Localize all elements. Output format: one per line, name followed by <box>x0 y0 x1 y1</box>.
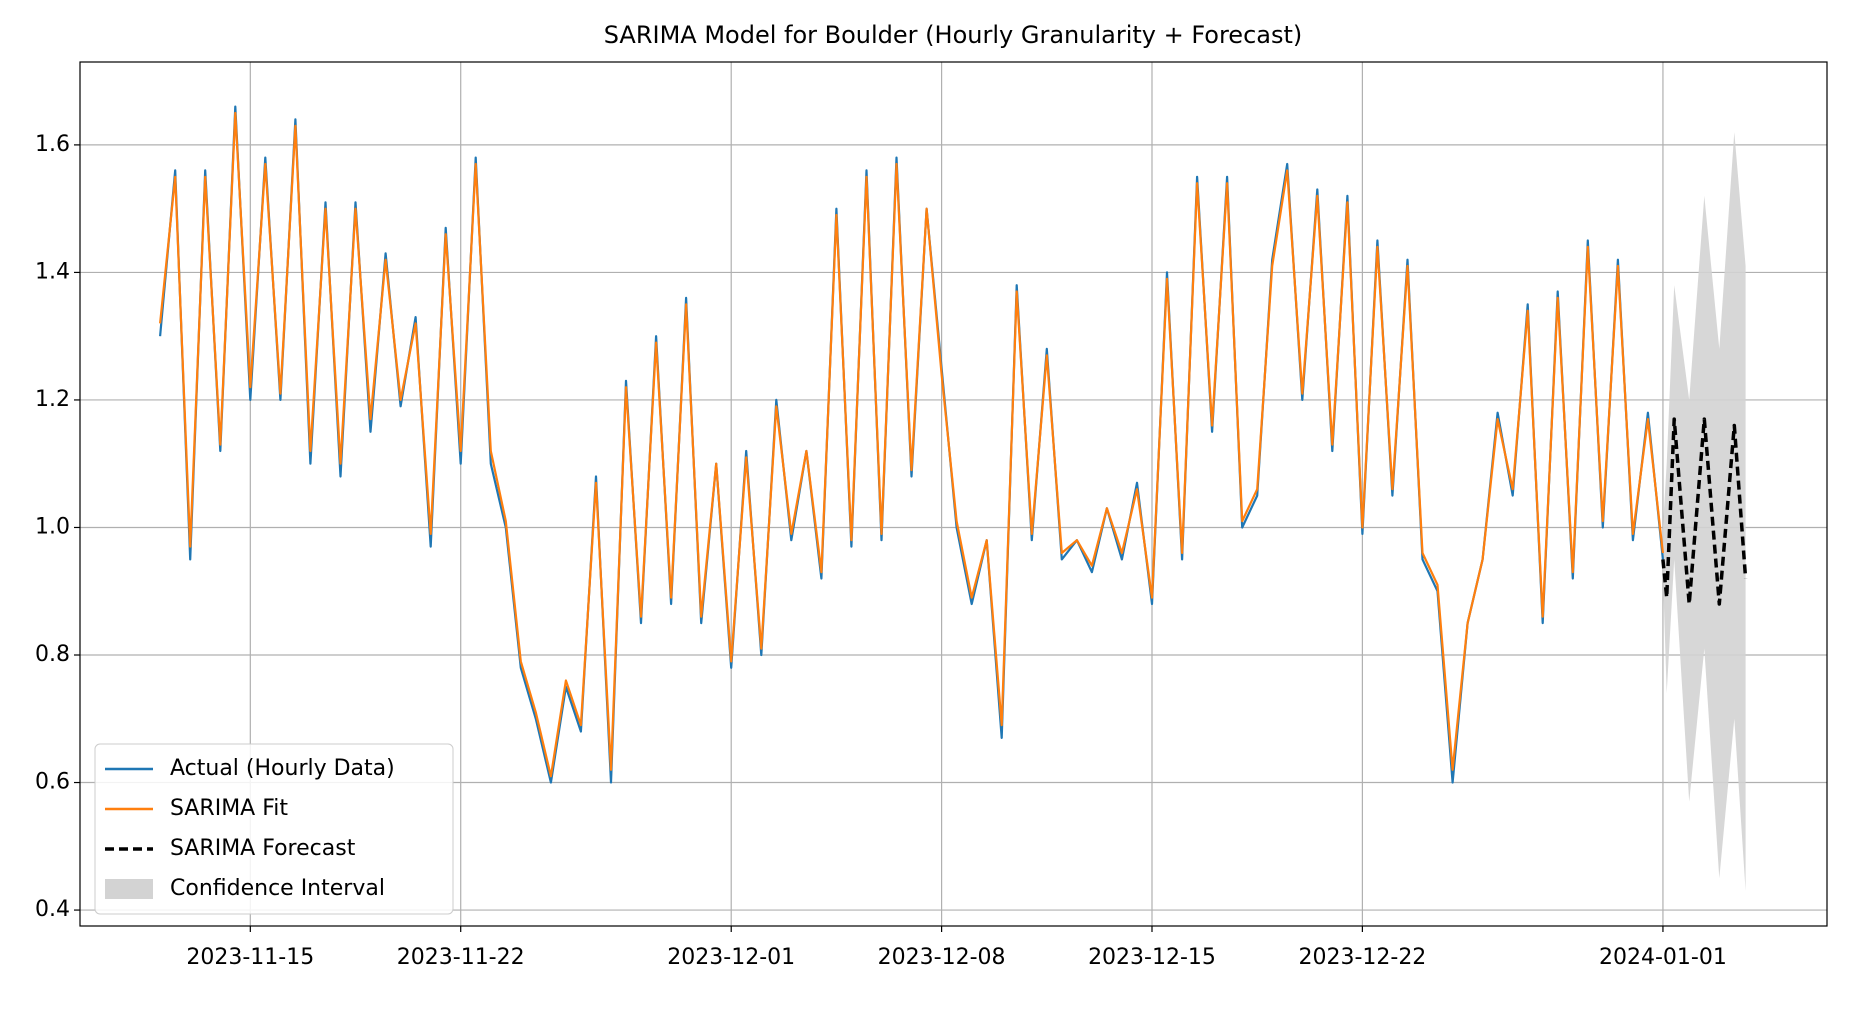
x-tick-label: 2023-12-15 <box>1088 945 1216 970</box>
legend-label: Confidence Interval <box>170 876 385 901</box>
legend-label: Actual (Hourly Data) <box>170 756 395 781</box>
y-tick-label: 0.4 <box>35 897 70 922</box>
series-line <box>159 111 1664 778</box>
x-tick-label: 2023-12-22 <box>1298 945 1426 970</box>
legend-box <box>94 743 454 915</box>
x-tick-label: 2023-12-08 <box>878 945 1006 970</box>
y-tick-label: 1.2 <box>35 387 70 412</box>
y-tick-label: 0.6 <box>35 770 70 795</box>
legend-label: SARIMA Fit <box>170 796 288 821</box>
legend-swatch <box>105 879 153 899</box>
y-tick-label: 1.6 <box>35 132 70 157</box>
chart-title: SARIMA Model for Boulder (Hourly Granula… <box>604 21 1303 49</box>
x-tick-label: 2023-11-15 <box>186 945 314 970</box>
x-tick-label: 2023-12-01 <box>667 945 795 970</box>
y-tick-label: 1.0 <box>35 514 70 539</box>
x-tick-label: 2024-01-01 <box>1599 945 1727 970</box>
series-line <box>1661 417 1748 606</box>
x-tick-label: 2023-11-22 <box>397 945 525 970</box>
y-tick-label: 1.4 <box>35 259 70 284</box>
confidence-band <box>1662 132 1746 891</box>
y-tick-label: 0.8 <box>35 642 70 667</box>
legend-label: SARIMA Forecast <box>170 836 356 861</box>
plot-frame <box>79 61 1828 927</box>
